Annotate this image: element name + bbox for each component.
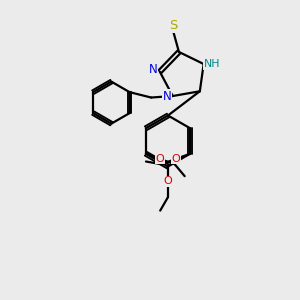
Text: O: O [156, 154, 164, 164]
Text: N: N [149, 63, 158, 76]
Text: S: S [169, 20, 178, 32]
Text: NH: NH [204, 59, 220, 69]
Text: O: O [164, 176, 172, 187]
Text: N: N [163, 89, 172, 103]
Text: O: O [172, 154, 180, 164]
